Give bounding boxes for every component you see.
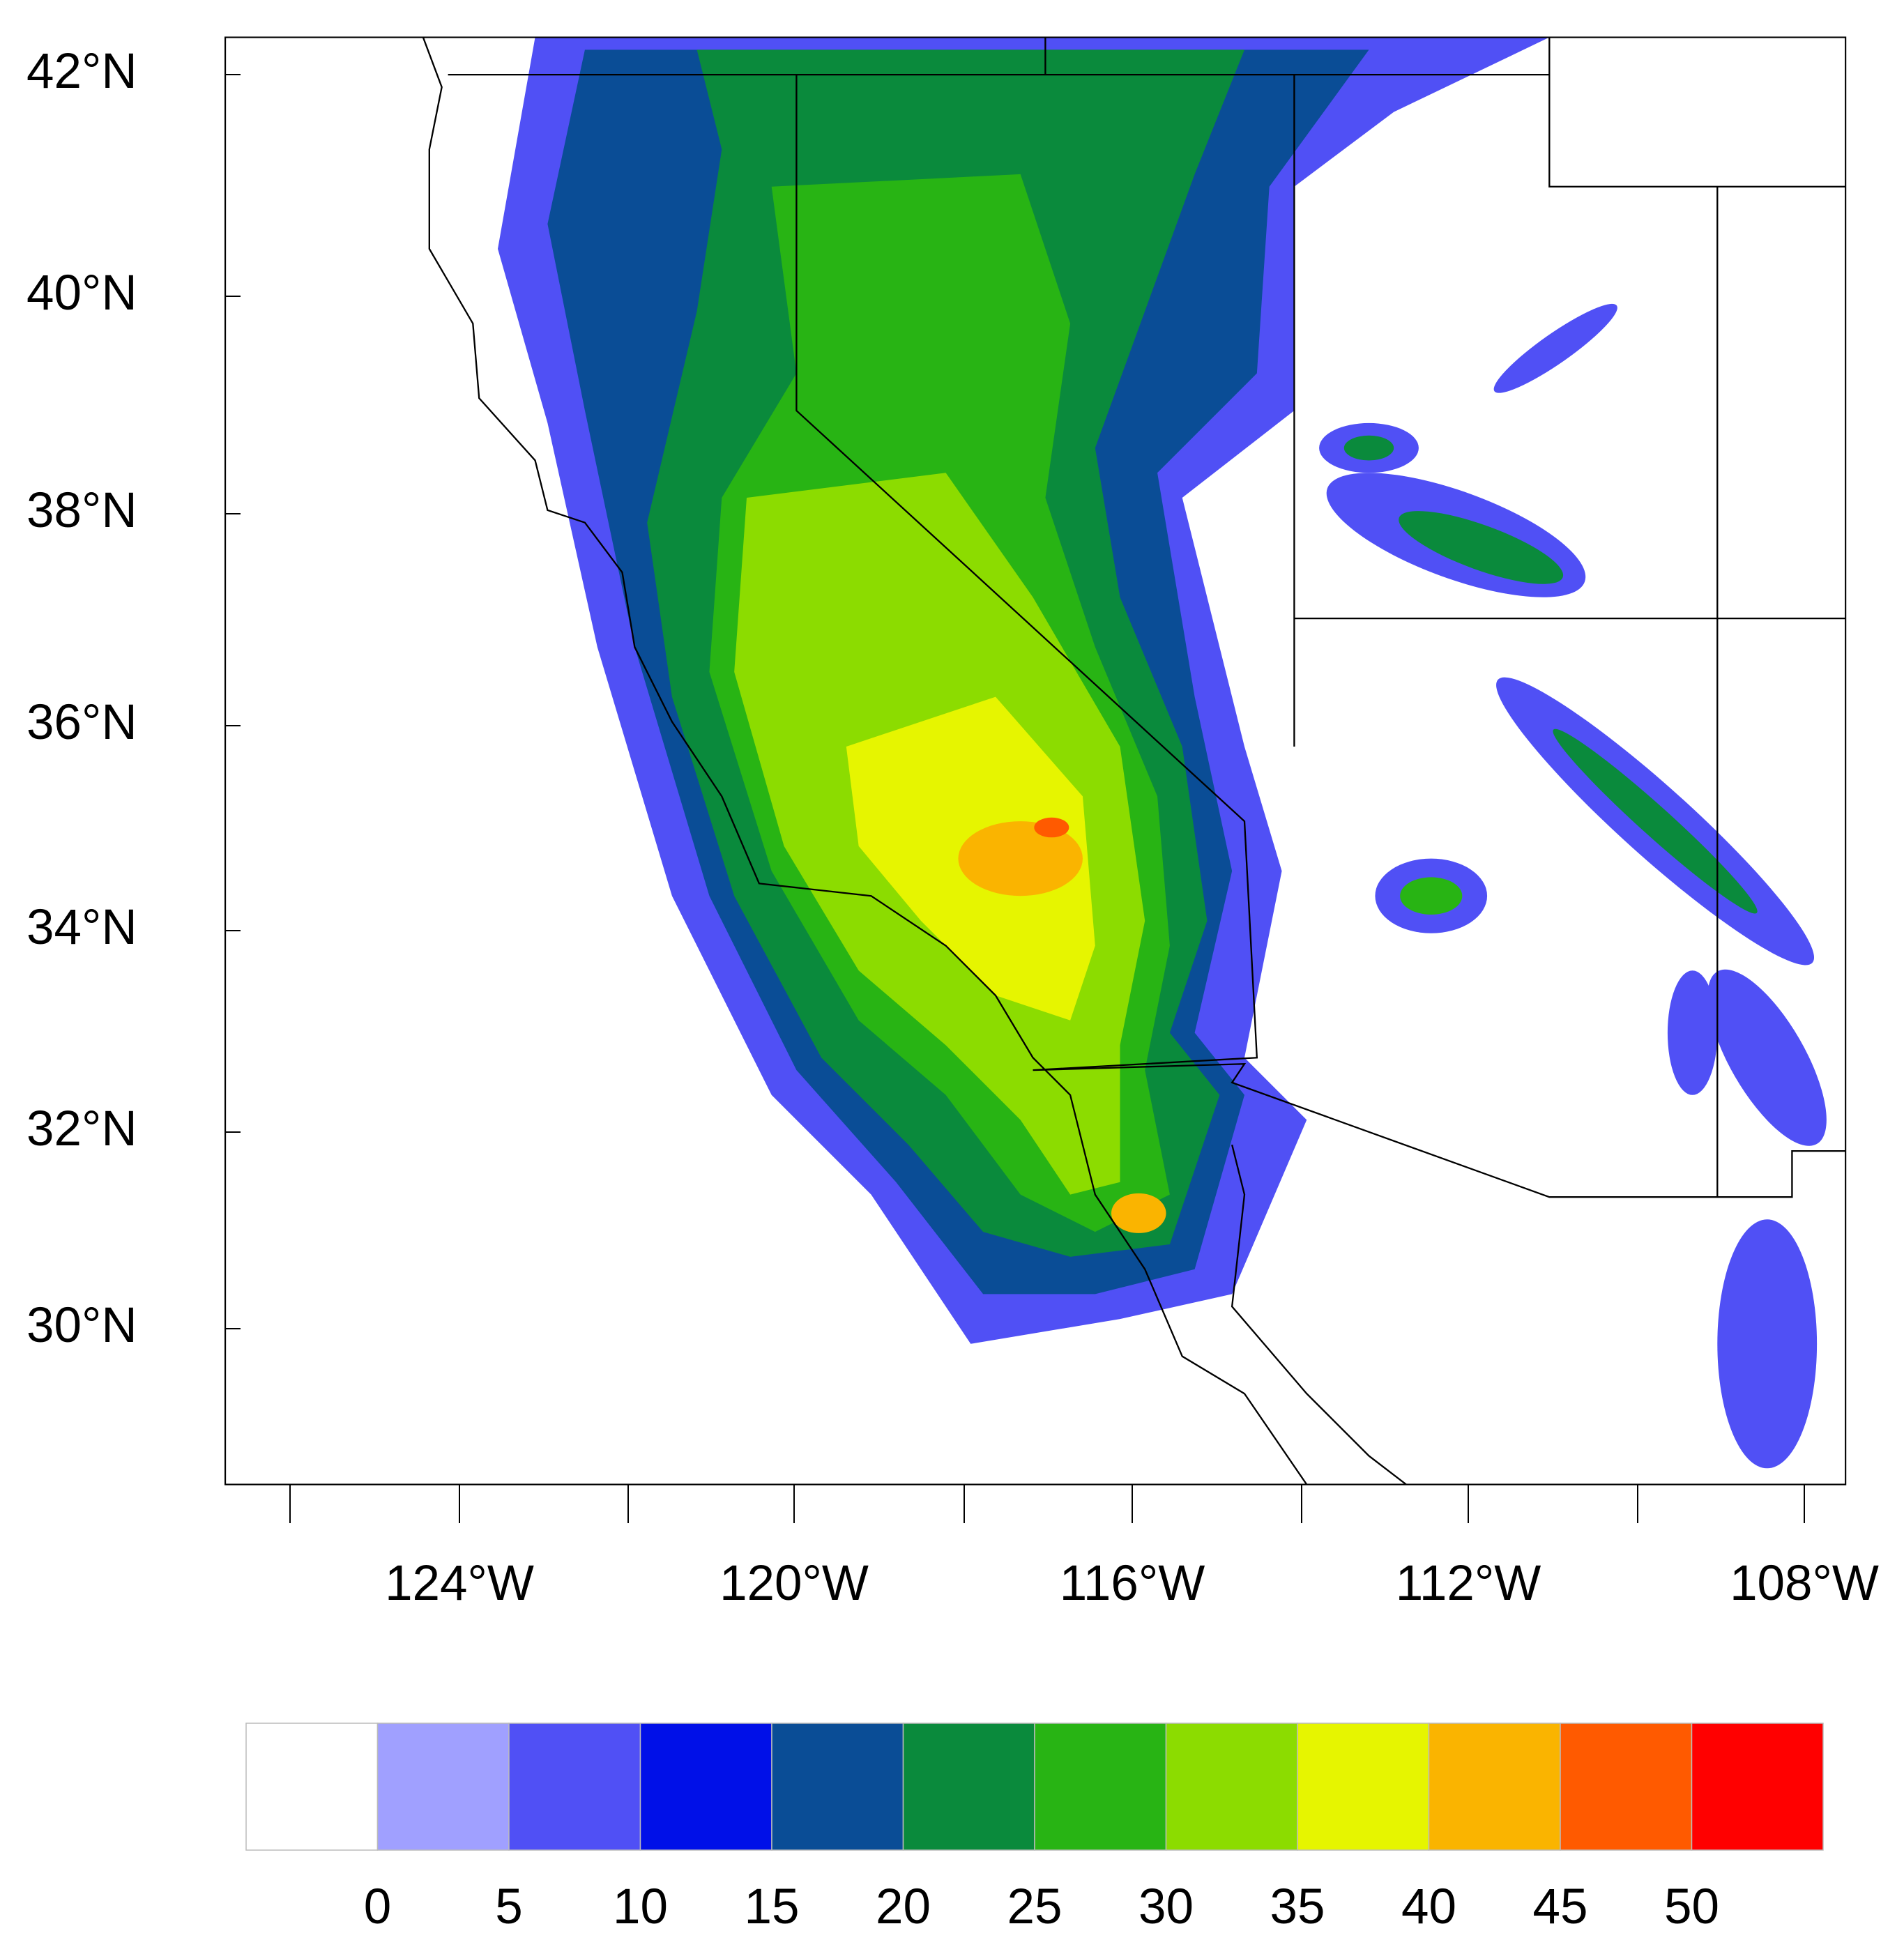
precip-50 bbox=[1034, 817, 1069, 838]
lat-tick-label: 30°N bbox=[26, 1298, 137, 1353]
colorbar-box bbox=[1165, 1723, 1298, 1851]
lon-tick-label: 112°W bbox=[1396, 1556, 1541, 1611]
colorbar-box bbox=[508, 1723, 641, 1851]
lat-tick-label: 38°N bbox=[26, 483, 137, 538]
colorbar-box bbox=[1560, 1723, 1693, 1851]
colorbar-box bbox=[902, 1723, 1035, 1851]
lon-tick-label: 108°W bbox=[1730, 1556, 1879, 1611]
lon-tick-label: 116°W bbox=[1060, 1556, 1205, 1611]
colorbar-label: 50 bbox=[1664, 1879, 1719, 1934]
colorbar-box bbox=[1034, 1723, 1167, 1851]
lat-tick-label: 42°N bbox=[26, 44, 137, 99]
boundaries bbox=[422, 37, 1846, 1485]
colorbar-box bbox=[1428, 1723, 1561, 1851]
precip-field bbox=[498, 37, 1827, 1469]
map-frame bbox=[224, 36, 1847, 1486]
lon-tick-label: 120°W bbox=[719, 1556, 869, 1611]
lon-tick-label: 124°W bbox=[385, 1556, 534, 1611]
colorbar-box bbox=[1297, 1723, 1430, 1851]
colorbar-label: 15 bbox=[745, 1879, 800, 1934]
colorbar-label: 30 bbox=[1138, 1879, 1194, 1934]
precip-streaks bbox=[1319, 303, 1827, 1469]
colorbar-box bbox=[376, 1723, 510, 1851]
colorbar-label: 45 bbox=[1533, 1879, 1588, 1934]
colorbar-label: 5 bbox=[495, 1879, 523, 1934]
colorbar-label: 10 bbox=[613, 1879, 668, 1934]
precip-45 bbox=[1111, 1193, 1166, 1233]
colorbar-label: 40 bbox=[1401, 1879, 1456, 1934]
colorbar-box bbox=[639, 1723, 772, 1851]
lat-tick-label: 36°N bbox=[26, 695, 137, 750]
lat-tick-label: 32°N bbox=[26, 1101, 137, 1156]
colorbar-label: 20 bbox=[876, 1879, 931, 1934]
lat-tick-label: 40°N bbox=[26, 266, 137, 321]
colorbar-box bbox=[1691, 1723, 1824, 1851]
colorbar-box bbox=[771, 1723, 904, 1851]
lat-tick-label: 34°N bbox=[26, 900, 137, 955]
colorbar-label: 0 bbox=[364, 1879, 392, 1934]
colorbar-box bbox=[245, 1723, 379, 1851]
colorbar-label: 25 bbox=[1007, 1879, 1063, 1934]
colorbar-label: 35 bbox=[1270, 1879, 1325, 1934]
precip-45 bbox=[958, 821, 1083, 896]
map-area bbox=[224, 36, 1847, 1486]
